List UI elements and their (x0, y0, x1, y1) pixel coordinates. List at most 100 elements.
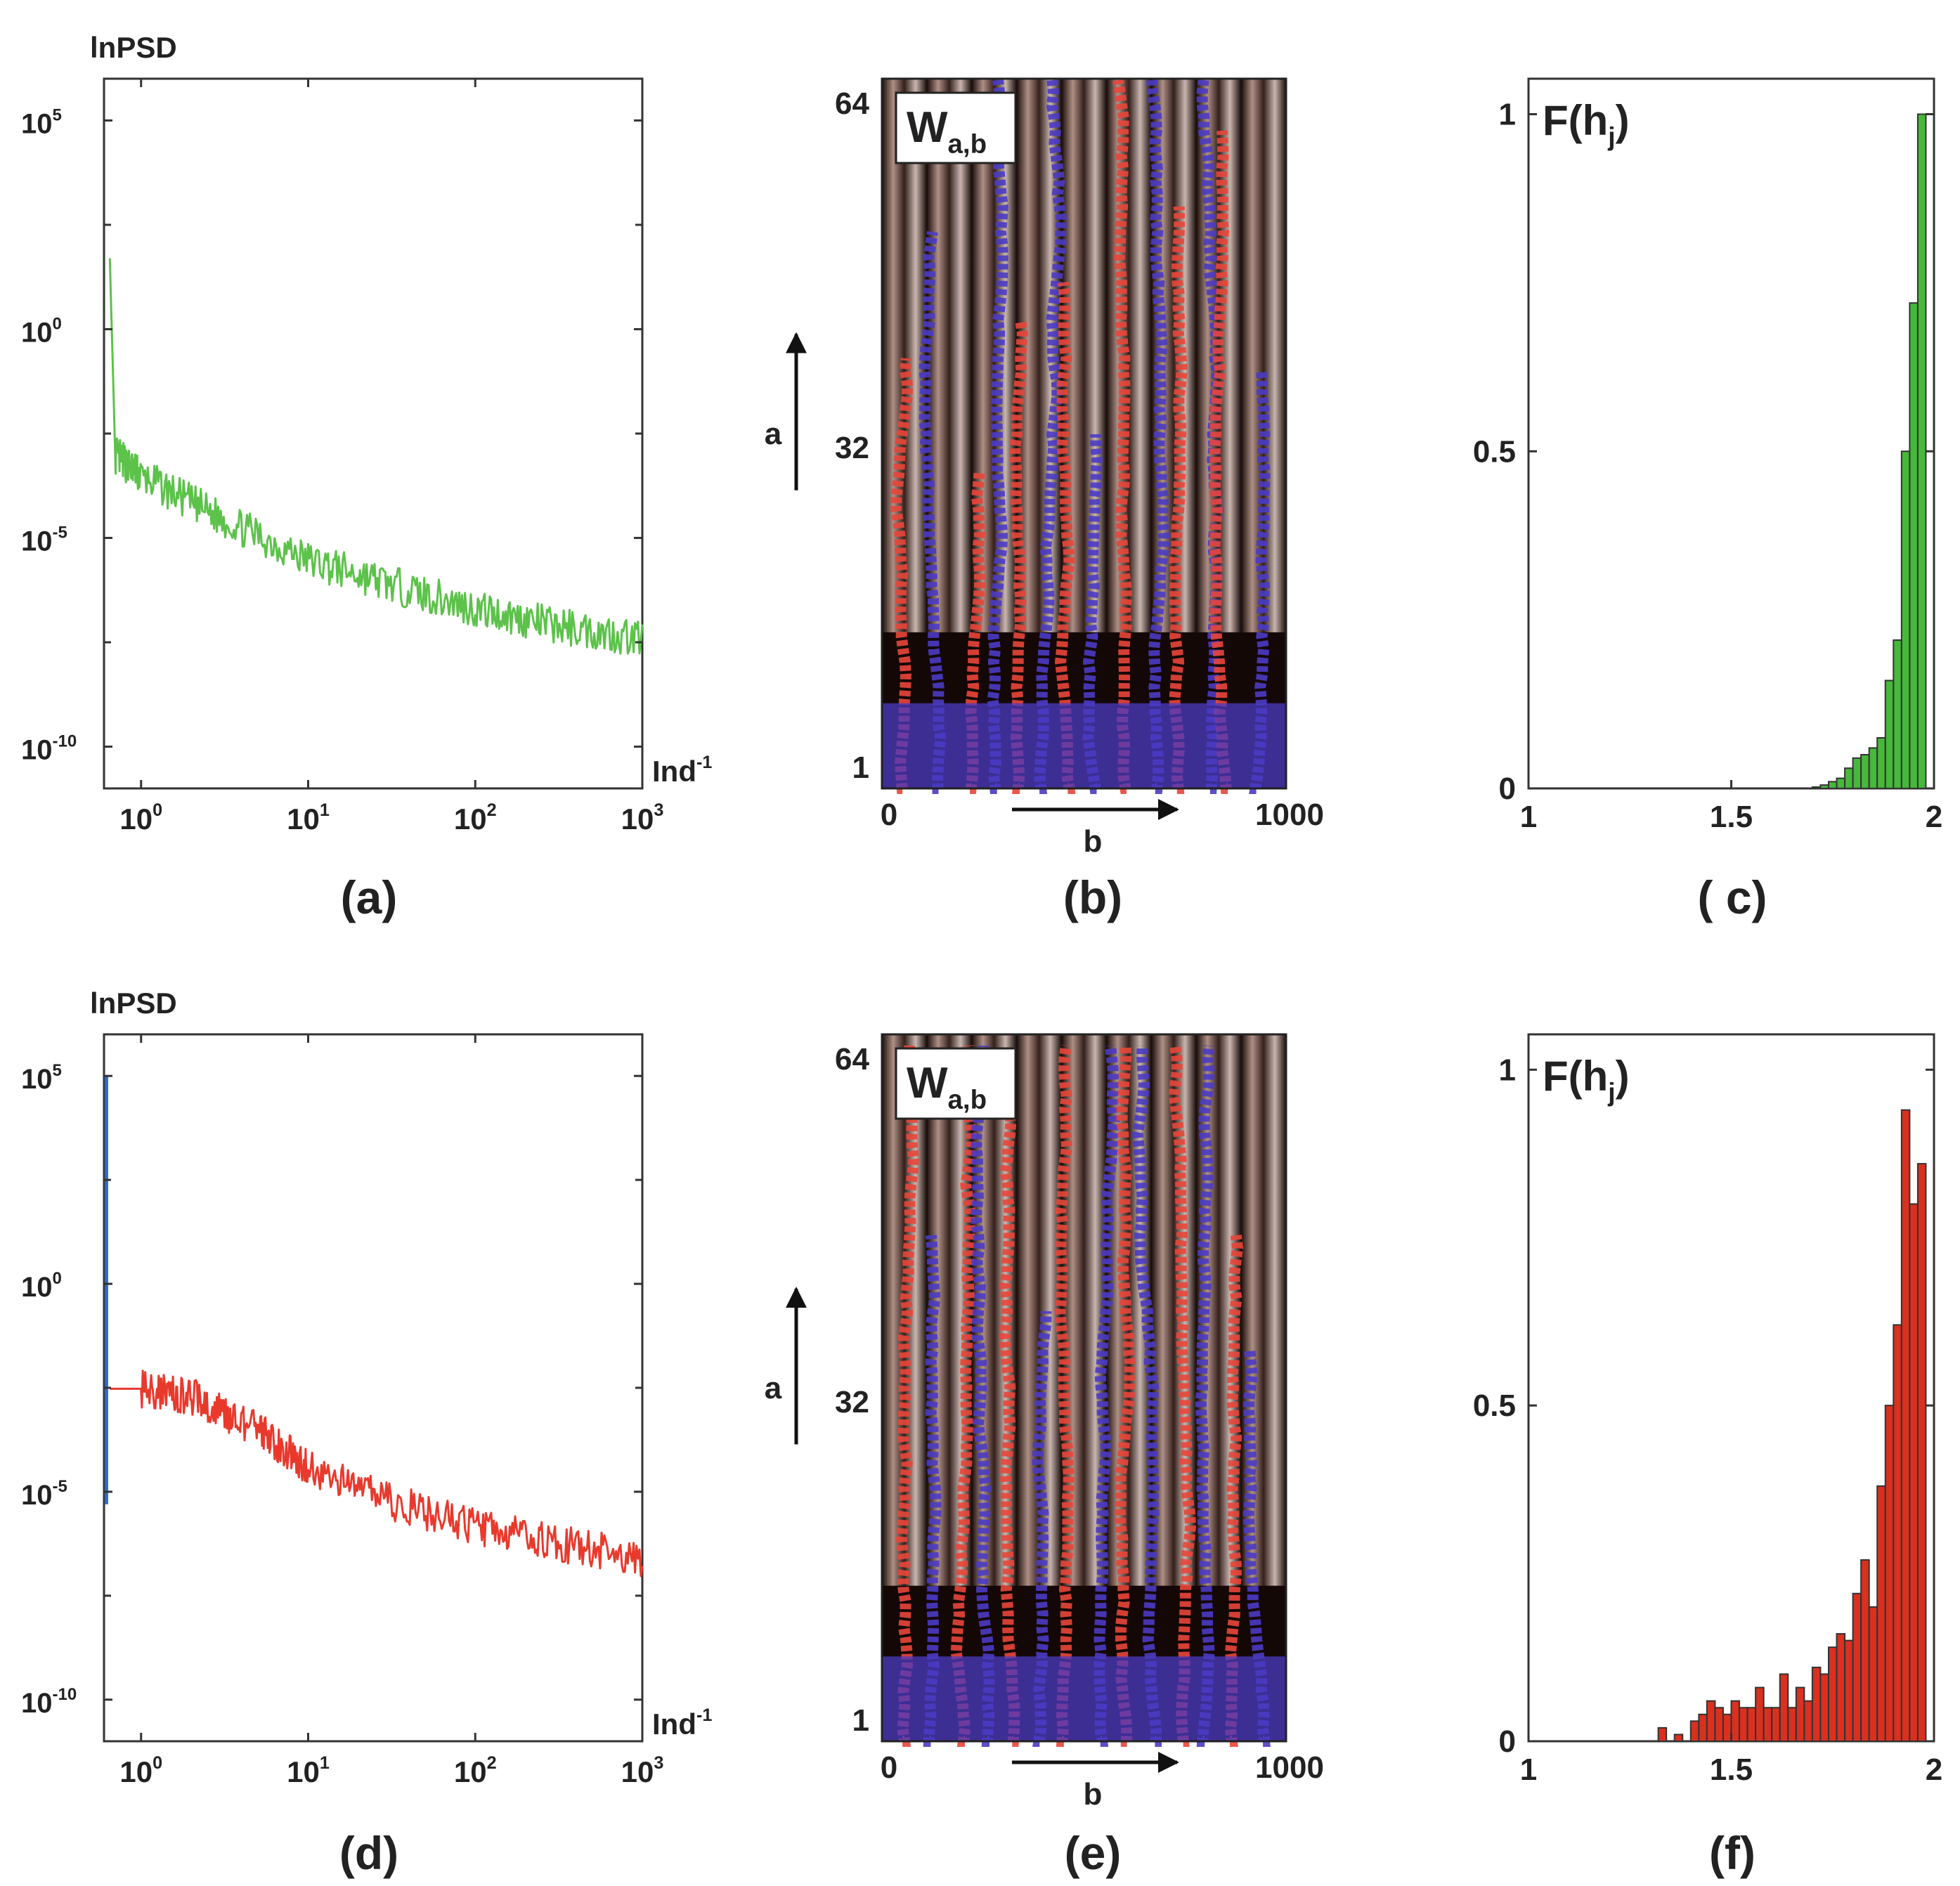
y-tick-label: 1 (1499, 1053, 1516, 1087)
histogram-bar (1916, 113, 1927, 789)
histogram-bar (1657, 1726, 1668, 1742)
y-tick-label: 0.5 (1473, 1389, 1516, 1423)
x-tick-label: 102 (454, 800, 497, 835)
histogram-bar (1884, 1405, 1895, 1743)
histogram-bar (1909, 1203, 1919, 1742)
histogram-title: F(hj) (1543, 1053, 1630, 1107)
x-axis-label: b (1084, 824, 1103, 859)
histogram-bar (1836, 1633, 1846, 1742)
x-tick-label: 102 (454, 1753, 497, 1788)
x-tick-label: 1.5 (1710, 1752, 1753, 1787)
minima-ridge (987, 79, 1009, 794)
histogram-bar (1787, 1707, 1797, 1743)
panel-caption: (b) (1063, 871, 1122, 923)
y-tick-label: 1 (852, 750, 869, 785)
heatmap-band (1016, 79, 1062, 632)
plots-group: 100 101 102 10310510010-510-10lnPSDInd-1(a)… (21, 31, 1942, 1879)
heatmap-band (882, 1034, 927, 1586)
histogram-bar (1900, 450, 1911, 789)
plot-frame (103, 77, 644, 790)
x-axis-label: Ind-1 (652, 1705, 712, 1741)
plot-frame (1527, 77, 1935, 790)
plot-frame (881, 77, 1287, 790)
minima-ridge (1146, 79, 1170, 794)
minima-ridge (1082, 434, 1103, 794)
series-line-PSD (110, 1370, 644, 1578)
y-tick-label: 100 (21, 314, 62, 348)
x-tick-label: 1000 (1255, 798, 1324, 832)
histogram-bar (1795, 1686, 1805, 1742)
series-line-PSD (108, 258, 644, 655)
panel-caption: (f) (1709, 1827, 1755, 1879)
y-tick-label: 1 (1499, 98, 1516, 132)
histogram-bar (1730, 1700, 1741, 1742)
histogram-bar (1916, 1163, 1927, 1742)
plot-frame (881, 1033, 1287, 1743)
maxima-ridge (1168, 1044, 1197, 1747)
x-tick-label: 103 (621, 1753, 664, 1788)
maxima-ridge (999, 1070, 1020, 1747)
histogram-bar (1900, 1109, 1911, 1742)
histogram-bar (1673, 1734, 1684, 1743)
x-tick-label: 0 (881, 798, 897, 832)
minima-cluster (882, 1656, 1286, 1741)
x-axis-label: Ind-1 (652, 753, 712, 788)
y-tick-label: 10-10 (21, 1685, 77, 1719)
histogram-bar (1763, 1707, 1773, 1743)
y-tick-label: 10-5 (21, 523, 67, 557)
histogram-bar (1827, 781, 1838, 790)
histogram-bar (1893, 639, 1902, 789)
minima-cluster (882, 703, 1286, 788)
x-tick-label: 103 (621, 800, 664, 835)
maxima-ridge (1054, 1044, 1075, 1747)
x-tick-label: 2 (1926, 800, 1942, 834)
x-tick-label: 1.5 (1710, 800, 1753, 834)
heatmap-band (1196, 79, 1242, 632)
histogram-bar (1771, 1707, 1781, 1743)
histogram-bar (1698, 1713, 1708, 1742)
y-tick-label: 64 (835, 1042, 869, 1077)
maxima-ridge (1115, 1045, 1136, 1747)
histogram-bar (1844, 767, 1854, 789)
heatmap-band (1061, 79, 1107, 632)
histogram-bar (1714, 1707, 1724, 1743)
histogram-bar (1884, 679, 1895, 789)
histogram-bar (1706, 1700, 1716, 1742)
panel-b: Wa,b 64 32 10 1000 b a (b) (765, 77, 1324, 923)
maxima-ridge (950, 1045, 977, 1747)
histogram-bar (1689, 1720, 1700, 1743)
y-tick-label: 105 (21, 105, 62, 139)
y-tick-label: 32 (835, 431, 869, 465)
panel-d: 100 101 102 103 105 100 10-5 10-10 lnPSD Ind-1 (d) (21, 987, 712, 1879)
minima-ridge (971, 1045, 995, 1747)
x-tick-label: 1 (1520, 1752, 1537, 1787)
x-tick-label: 100 (119, 1753, 162, 1788)
y-axis-label: a (765, 1371, 782, 1405)
histogram-bar (1819, 784, 1829, 790)
x-tick-label: 1000 (1255, 1750, 1324, 1785)
minima-ridge (919, 230, 947, 794)
y-tick-label: 100 (21, 1269, 62, 1303)
histogram-bar (1860, 1559, 1870, 1742)
histogram-bar (1811, 1666, 1822, 1743)
maxima-ridge (1054, 282, 1076, 794)
maxima-ridge (895, 1045, 919, 1747)
y-tick-label: 0.5 (1473, 434, 1516, 469)
histogram-bar (1755, 1686, 1765, 1742)
y-tick-label: 105 (21, 1061, 62, 1095)
y-tick-label: 0 (1499, 1724, 1516, 1759)
panel-e: Wa,b 64 32 10 1000 b a (e) (765, 1033, 1324, 1879)
y-tick-label: 0 (1499, 772, 1516, 806)
x-tick-label: 101 (287, 800, 330, 835)
panel-caption: (a) (341, 871, 398, 923)
y-axis-label: lnPSD (90, 987, 177, 1020)
histogram-bar (1909, 302, 1919, 790)
maxima-ridge (1169, 206, 1188, 794)
histogram-bar (1860, 754, 1870, 790)
x-axis-label: b (1084, 1777, 1103, 1812)
histogram-bar (1893, 1324, 1902, 1742)
y-tick-label: 10-5 (21, 1477, 67, 1511)
histogram-bar (1876, 1485, 1886, 1742)
y-tick-label: 10-10 (21, 732, 77, 766)
